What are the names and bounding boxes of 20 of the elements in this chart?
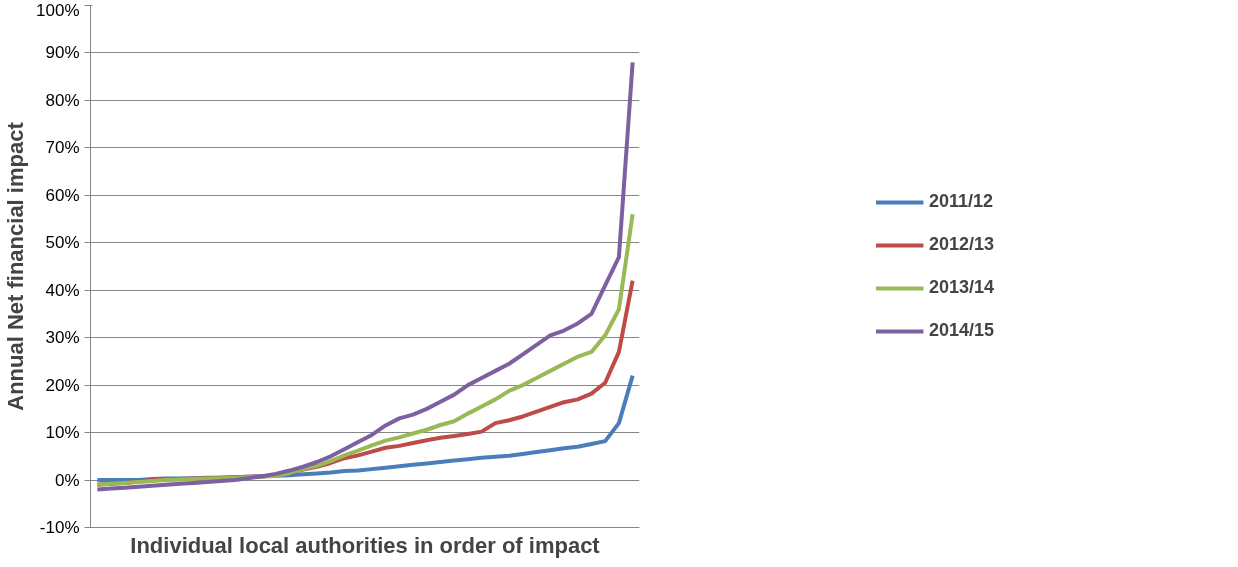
y-tick-label: 0% — [54, 470, 80, 490]
y-tick-label: 20% — [45, 375, 80, 395]
y-tick-label: 40% — [45, 280, 80, 300]
y-tick-label: 30% — [45, 328, 80, 348]
y-tick-label: 50% — [45, 233, 80, 253]
legend-label: 2014/15 — [928, 320, 995, 341]
legend-label: 2011/12 — [928, 191, 994, 212]
line-series — [95, 60, 635, 492]
y-tick-label: 60% — [45, 185, 80, 205]
legend-label: 2012/13 — [928, 234, 995, 255]
y-tick-label: 70% — [45, 138, 80, 158]
legend-label: 2013/14 — [928, 277, 995, 298]
y-tick-label: 10% — [45, 423, 80, 443]
y-tick-label: 100% — [36, 0, 80, 20]
y-axis-title: Annual Net financial impact — [3, 121, 29, 411]
y-tick-label: 90% — [45, 43, 80, 63]
x-axis-title: Individual local authorities in order of impact — [130, 532, 601, 558]
y-tick-label: -10% — [39, 518, 80, 537]
y-tick-label: 80% — [45, 90, 80, 110]
line-series — [95, 212, 635, 487]
